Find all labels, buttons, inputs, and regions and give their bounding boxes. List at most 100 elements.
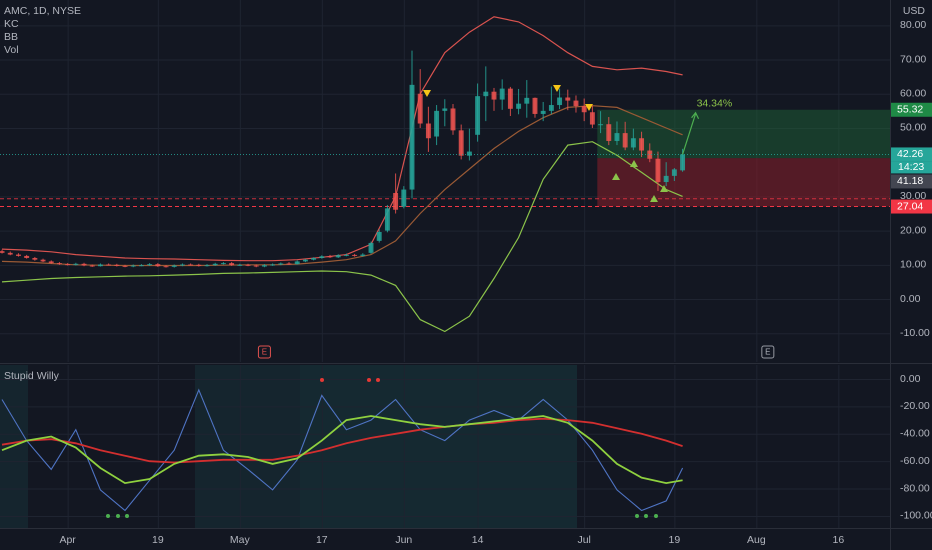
candle-body [155, 264, 161, 267]
price-label-box [891, 174, 932, 189]
candle-body [606, 124, 612, 141]
candle-body [589, 112, 595, 125]
candle-body [540, 110, 546, 114]
candle-body [598, 124, 604, 126]
price-label-box [891, 147, 932, 162]
candle-body [89, 265, 95, 267]
price-label: 41.18 [897, 175, 923, 187]
y-tick-label: 0.00 [900, 293, 921, 305]
overlay-line [1, 141, 683, 333]
osc-dot [654, 514, 658, 518]
indicator-name: BB [4, 31, 18, 43]
sell-signal [585, 104, 593, 111]
candle-body [302, 259, 308, 262]
target-arrowhead [691, 111, 700, 120]
candle-body [442, 108, 448, 111]
x-tick-label: May [230, 534, 251, 546]
candle-body [343, 254, 349, 256]
candle-body [450, 108, 456, 131]
candle-body [647, 150, 653, 159]
candle-body [311, 257, 317, 260]
price-label-box [891, 199, 932, 214]
candle-body [294, 261, 300, 265]
candle-body [499, 88, 505, 100]
candle-body [32, 257, 38, 260]
price-label: 42.26 [897, 148, 923, 160]
osc-dot [367, 378, 371, 382]
y-tick-label: 10.00 [900, 259, 926, 271]
signals [106, 85, 668, 518]
candle-body [40, 259, 46, 262]
x-tick-label: Jul [577, 534, 590, 546]
candle-body [319, 256, 325, 258]
candle-body [352, 254, 358, 256]
y-tick-label: -60.00 [900, 455, 930, 467]
candle-body [48, 261, 54, 264]
candle-body [278, 263, 284, 265]
candle-body [171, 265, 177, 267]
candle-body [212, 263, 218, 266]
candle-body [663, 175, 669, 183]
x-tick-label: Apr [59, 534, 76, 546]
price-label-box [891, 102, 932, 117]
candle-body [138, 265, 144, 267]
candle-body [220, 263, 226, 265]
y-tick-label: 30.00 [900, 190, 926, 202]
osc-dot [125, 514, 129, 518]
candle-body [56, 263, 62, 265]
candle-body [147, 264, 153, 266]
candle-body [417, 93, 423, 124]
oscillator-line [1, 388, 684, 512]
y-tick-label: -100.00 [900, 510, 932, 522]
candle-body [475, 96, 481, 135]
target-arrow [681, 113, 697, 155]
candle-body [507, 88, 513, 109]
sell-signal [423, 90, 431, 97]
candle-body [106, 264, 112, 266]
y-tick-label: 50.00 [900, 122, 926, 134]
osc-dot [376, 378, 380, 382]
x-tick-label: 19 [669, 534, 681, 546]
countdown: 14:23 [898, 161, 924, 173]
candle-body [196, 264, 202, 266]
price-label: 27.04 [897, 200, 923, 212]
osc-dot [320, 378, 324, 382]
currency: USD [903, 5, 926, 17]
osc-zone [0, 365, 28, 528]
candle-body [188, 264, 194, 266]
candle-body [630, 138, 636, 148]
buy-signal [630, 160, 638, 167]
candle-body [270, 264, 276, 266]
candle-body [516, 103, 522, 109]
x-tick-label: Aug [747, 534, 766, 546]
osc-dot [106, 514, 110, 518]
y-tick-label: 80.00 [900, 19, 926, 31]
candle-body [286, 263, 292, 265]
decorations [0, 365, 577, 528]
candle-body [114, 264, 120, 266]
candle-body [483, 91, 489, 97]
candle-body [680, 154, 686, 171]
candle-body [639, 138, 645, 151]
candle-body [581, 106, 587, 113]
countdown-box [891, 161, 932, 174]
candle-body [614, 133, 620, 141]
candle-body [229, 263, 235, 266]
osc-zone [195, 365, 300, 528]
candle-body [409, 84, 415, 190]
candle-body [245, 264, 251, 266]
indicator-name: KC [4, 18, 19, 30]
price-label: 55.32 [897, 104, 923, 116]
oscillator-line [1, 415, 683, 485]
buy-signal [650, 195, 658, 202]
sell-signal [553, 85, 561, 92]
candle-body [130, 265, 136, 267]
x-tick-label: 19 [152, 534, 164, 546]
pane-title: Stupid Willy [4, 370, 60, 382]
oscillator-line [1, 417, 683, 464]
y-tick-label: -20.00 [900, 400, 930, 412]
target-percent: 34.34% [697, 98, 733, 110]
symbol: AMC, 1D, NYSE [4, 5, 81, 17]
